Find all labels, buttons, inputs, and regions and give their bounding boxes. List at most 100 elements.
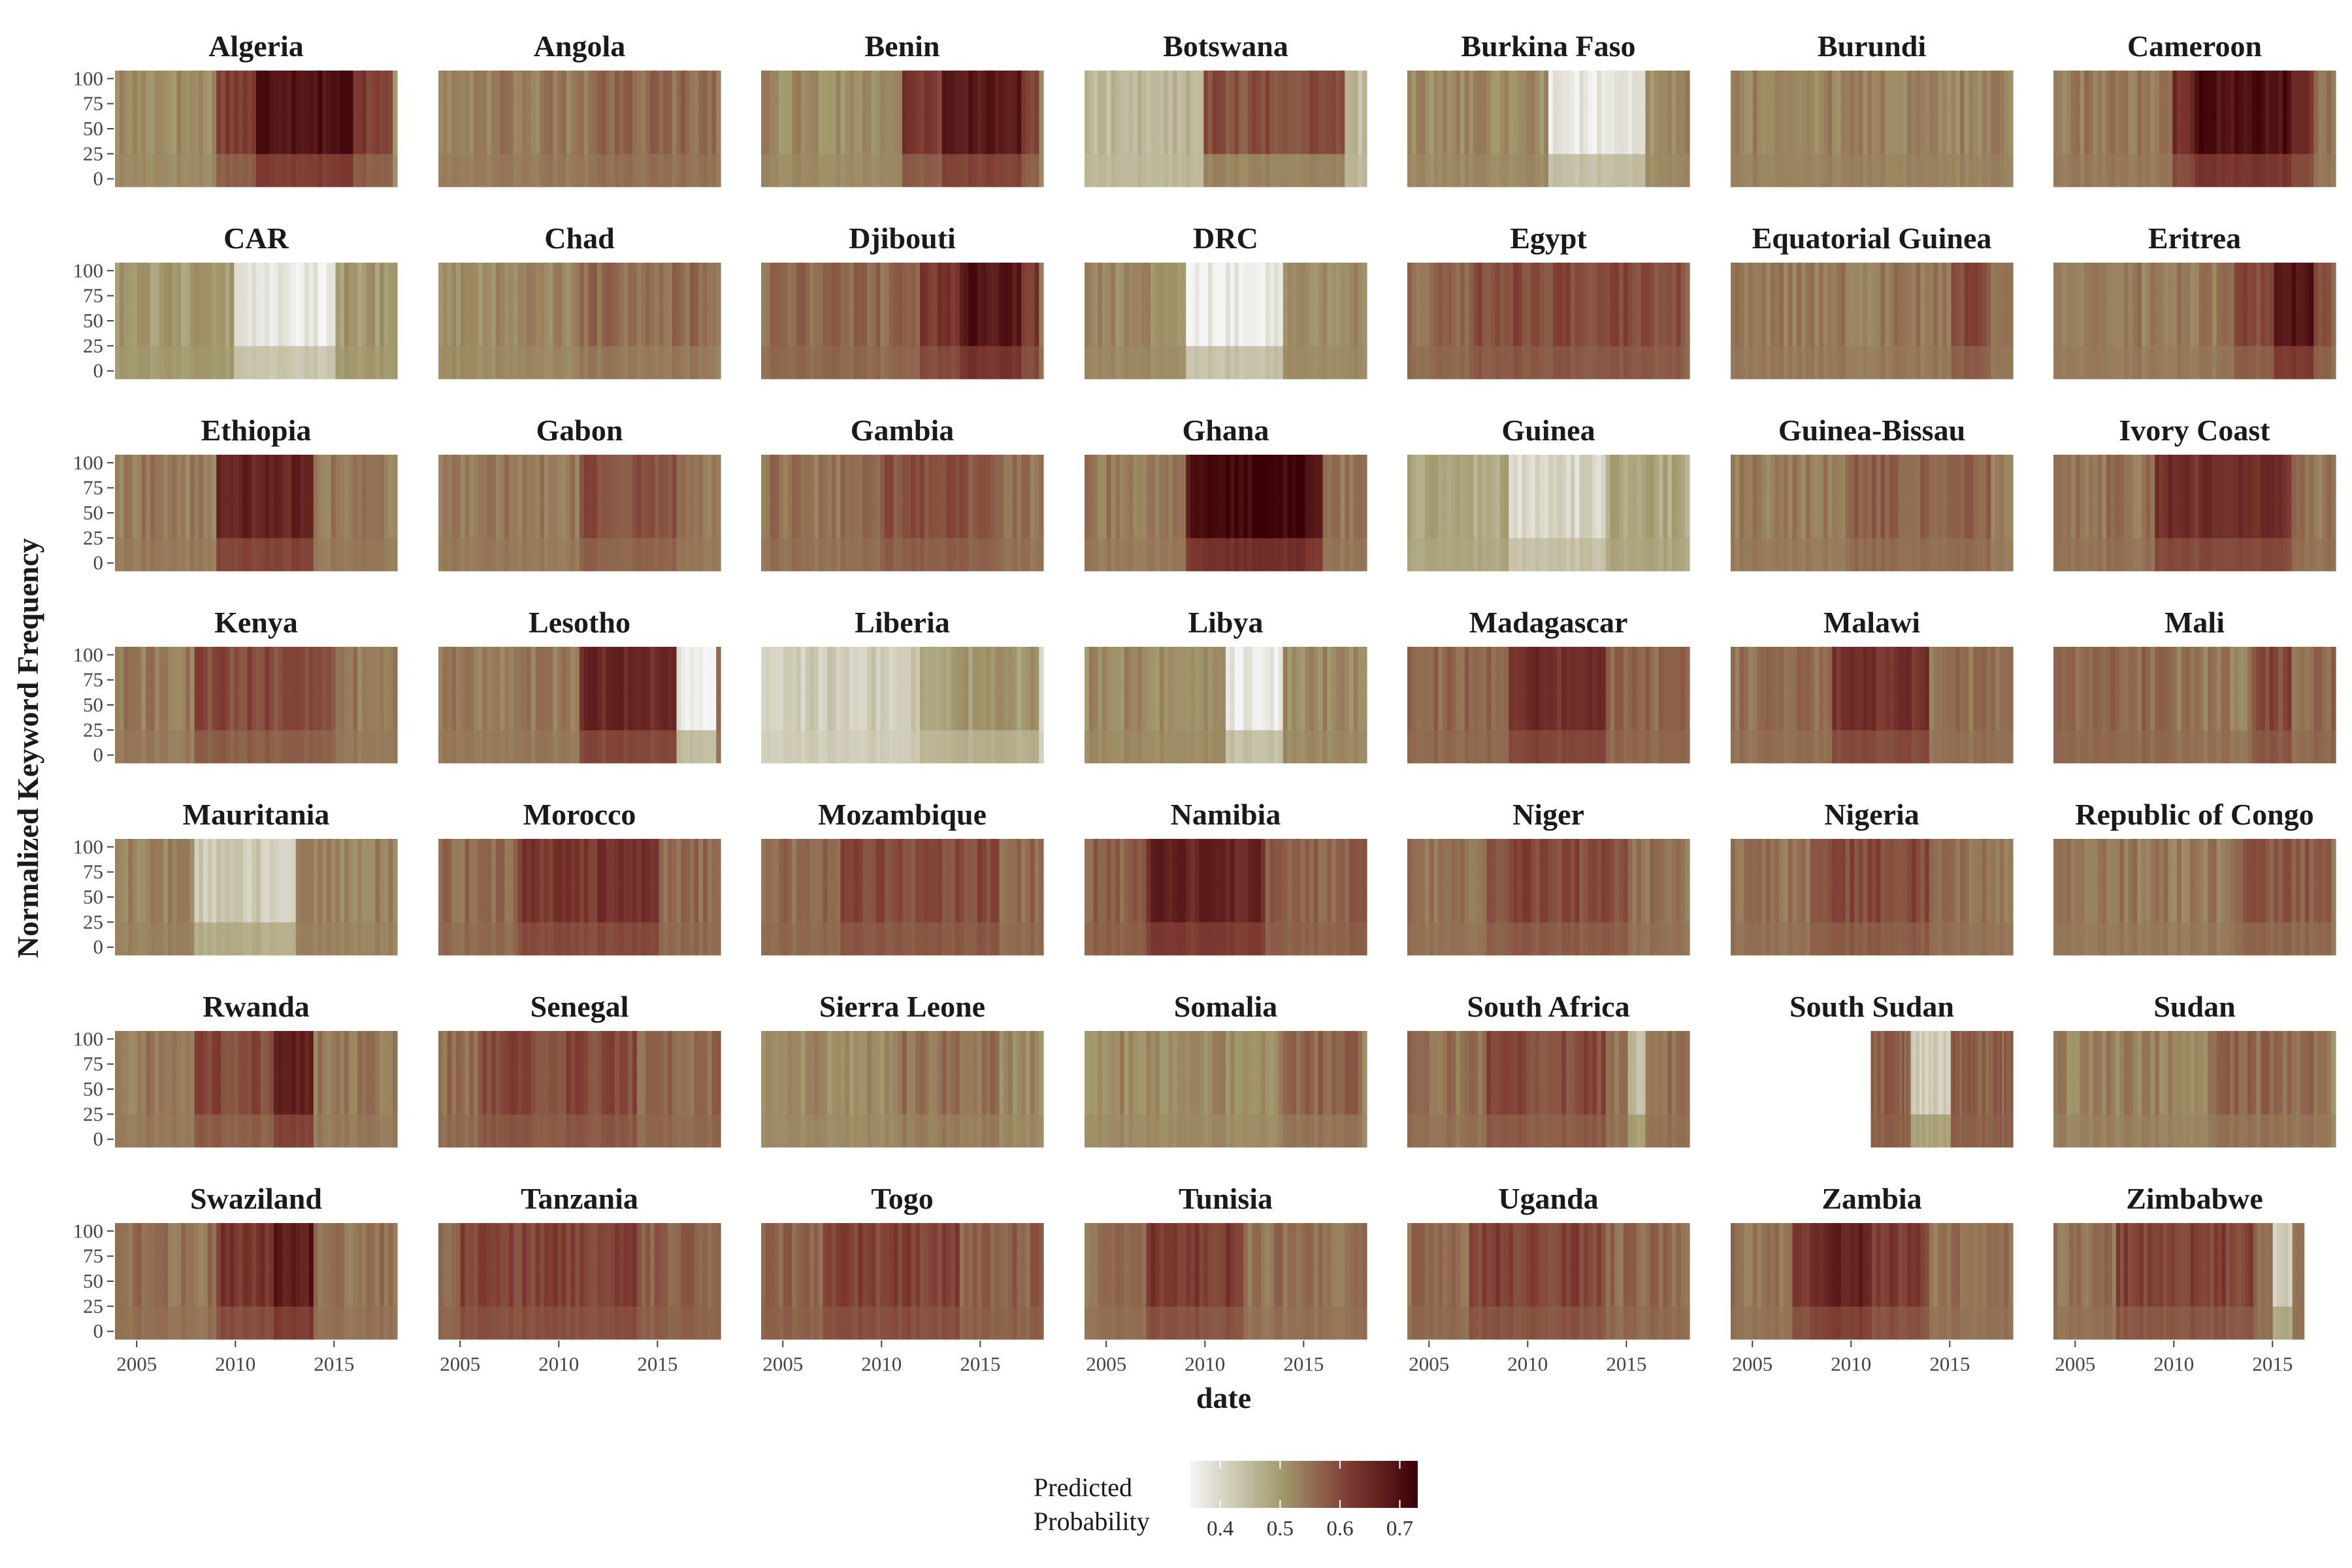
heat-cell (340, 308, 344, 321)
heat-cell (1872, 129, 1876, 141)
heat-cell (393, 140, 397, 154)
heat-cell (2076, 91, 2080, 104)
heat-cell (854, 296, 858, 308)
heat-cell (1107, 140, 1111, 154)
heat-cell (2208, 129, 2212, 141)
heat-cell (474, 129, 478, 141)
heat-cell (357, 346, 362, 359)
heat-cell (357, 104, 362, 116)
heat-cell (685, 359, 690, 379)
heat-cell (304, 296, 309, 308)
heat-cell (801, 154, 806, 167)
heat-cell (1614, 116, 1619, 129)
heat-cell (645, 263, 650, 283)
heat-cell (238, 154, 243, 167)
heat-cell (1296, 140, 1301, 154)
heat-cell (1650, 91, 1654, 104)
heat-cell (456, 263, 461, 283)
heat-cell (181, 359, 186, 379)
heat-cell (1345, 167, 1349, 187)
heat-cell (1469, 91, 1474, 104)
heat-cell (584, 71, 589, 91)
heat-cell (593, 154, 597, 167)
heat-cell (703, 71, 708, 91)
heat-cell (1482, 71, 1487, 91)
heat-cell (1186, 71, 1190, 91)
heat-cell (287, 263, 291, 283)
heat-cell (1881, 104, 1886, 116)
heat-cell (571, 129, 576, 141)
heat-cell (225, 167, 230, 187)
heat-cell (1256, 154, 1261, 167)
heat-cell (159, 91, 164, 104)
heat-cell (1177, 154, 1182, 167)
heat-cell (902, 346, 907, 359)
heat-cell (1991, 140, 1995, 154)
heat-cell (238, 333, 243, 346)
heat-cell (128, 154, 133, 167)
heat-cell (256, 116, 261, 129)
heat-cell (1235, 167, 1239, 187)
heat-cell (2331, 116, 2336, 129)
heat-cell (287, 346, 291, 359)
heat-cell (181, 104, 186, 116)
heat-cell (155, 346, 159, 359)
heat-cell (1889, 154, 1894, 167)
heat-cell (456, 91, 461, 104)
heat-cell (1823, 167, 1828, 187)
heat-cell (1632, 71, 1637, 91)
heat-cell (655, 263, 659, 283)
heat-cell (1793, 116, 1797, 129)
heat-cell (2292, 129, 2296, 141)
heat-cell (602, 333, 606, 346)
heat-cell (712, 91, 717, 104)
heat-cell (1965, 154, 1969, 167)
heat-cell (571, 296, 576, 308)
y-tick-label: 50 (83, 117, 103, 140)
heat-cell (283, 91, 287, 104)
heat-cell (1004, 104, 1008, 116)
heat-cell (867, 359, 872, 379)
heat-cell (504, 263, 509, 283)
heat-cell (1859, 104, 1863, 116)
heat-cell (389, 296, 393, 308)
heat-cell (504, 71, 509, 91)
heat-cell (1872, 116, 1876, 129)
heat-cell (1731, 140, 1735, 154)
heat-cell (549, 321, 553, 333)
heat-cell (243, 296, 248, 308)
heat-cell (265, 140, 270, 154)
heat-cell (2137, 167, 2142, 187)
heat-cell (2066, 91, 2071, 104)
heat-cell (894, 71, 898, 91)
heat-cell (814, 346, 819, 359)
heat-cell (575, 91, 580, 104)
heat-cell (199, 71, 203, 91)
heat-cell (867, 346, 872, 359)
heat-cell (642, 321, 646, 333)
heat-cell (1965, 129, 1969, 141)
heat-cell (2310, 129, 2314, 141)
heat-cell (1478, 140, 1482, 154)
heat-cell (2168, 140, 2173, 154)
heat-cell (694, 359, 699, 379)
heat-cell (907, 154, 911, 167)
heat-cell (120, 91, 124, 104)
heat-cell (938, 321, 942, 333)
heat-cell (672, 104, 677, 116)
heat-cell (566, 263, 571, 283)
heat-cell (606, 154, 611, 167)
heat-cell (327, 333, 331, 346)
heat-cell (708, 308, 712, 321)
heat-cell (2159, 129, 2164, 141)
heat-cell (1142, 154, 1147, 167)
heat-cell (1274, 104, 1279, 116)
heat-cell (1239, 154, 1243, 167)
heat-cell (1637, 154, 1641, 167)
heat-cell (708, 263, 712, 283)
heat-cell (806, 359, 810, 379)
heat-cell (344, 154, 349, 167)
heat-cell (694, 263, 699, 283)
heat-cell (371, 346, 376, 359)
heat-cell (389, 104, 393, 116)
